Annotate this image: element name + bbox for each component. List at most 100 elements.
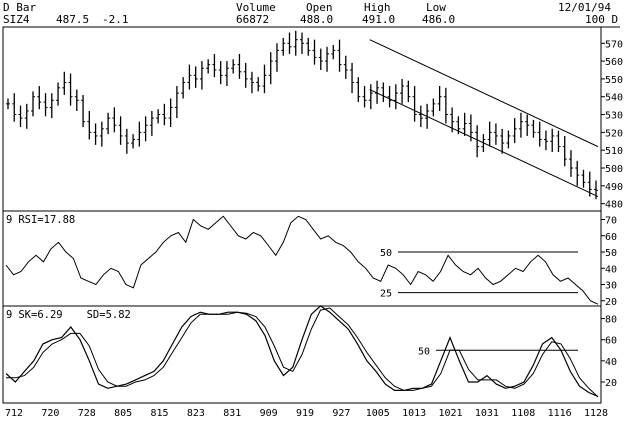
- price-bar: [550, 128, 555, 152]
- price-axis-tick-label: 500: [605, 164, 623, 175]
- stoch-ref-label: 50: [418, 346, 430, 357]
- date-tick-label: 1128: [584, 408, 608, 419]
- price-bar: [199, 61, 204, 90]
- price-bar: [56, 82, 61, 106]
- price-bar: [131, 134, 136, 149]
- sk-last: 6.29: [37, 309, 62, 321]
- price-bar: [381, 82, 386, 103]
- price-change: -2.1: [102, 13, 129, 26]
- price-bar: [137, 121, 142, 147]
- trend-channel: [369, 39, 599, 197]
- price-bar: [118, 116, 123, 145]
- price-bar: [387, 86, 392, 108]
- price-bar: [237, 53, 242, 79]
- price-axis-tick-label: 550: [605, 75, 623, 86]
- price-bar: [331, 45, 336, 60]
- price-bar: [124, 128, 129, 154]
- price-bar: [543, 130, 548, 151]
- price-bar: [268, 52, 273, 85]
- price-bar: [312, 39, 317, 65]
- price-bar: [568, 150, 573, 177]
- rsi-ref-label: 25: [380, 289, 392, 300]
- chart-kind: D Bar: [3, 1, 37, 14]
- sd-last: 5.82: [106, 309, 131, 321]
- price-bar: [62, 71, 67, 95]
- rsi-axis-tick-label: 60: [605, 232, 617, 243]
- stoch-axis-tick-label: 60: [605, 336, 617, 347]
- rsi-reference-lines: 50 25: [380, 248, 578, 300]
- stoch-y-axis: 80 60 40 20: [601, 315, 617, 389]
- price-bar: [487, 121, 492, 147]
- price-bar: [143, 116, 148, 142]
- price-bar: [168, 98, 173, 128]
- rsi-axis-tick-label: 40: [605, 264, 617, 275]
- price-bar: [218, 61, 223, 85]
- price-axis-tick-label: 510: [605, 146, 623, 157]
- date-tick-label: 1021: [438, 408, 462, 419]
- low-label: Low: [426, 1, 446, 14]
- price-bar: [249, 71, 254, 94]
- price-bar: [475, 125, 480, 158]
- price-bar: [512, 118, 517, 144]
- date-tick-label: 805: [114, 408, 132, 419]
- price-axis-tick-label: 570: [605, 39, 623, 50]
- price-bar: [37, 86, 42, 110]
- price-bar: [462, 112, 467, 136]
- sd-line: [6, 307, 599, 398]
- date-tick-label: 823: [187, 408, 205, 419]
- date-tick-label: 1005: [366, 408, 390, 419]
- price-bar: [31, 91, 36, 117]
- rsi-axis-tick-label: 30: [605, 281, 617, 292]
- price-bar: [362, 86, 367, 108]
- date-tick-label: 1013: [402, 408, 426, 419]
- price-bar: [281, 37, 286, 56]
- sk-line: [5, 305, 599, 398]
- channel-line-lower: [369, 89, 599, 197]
- price-bar: [531, 119, 536, 138]
- stoch-series: [5, 305, 599, 398]
- bar-count: 100 D: [585, 13, 619, 26]
- price-bar: [518, 112, 523, 138]
- price-bar: [287, 32, 292, 54]
- rsi-axis-tick-label: 50: [605, 248, 617, 259]
- price-bar: [206, 59, 211, 74]
- last-price: 487.5: [56, 13, 90, 26]
- date-tick-label: 909: [260, 408, 278, 419]
- price-bar: [393, 84, 398, 110]
- price-bar: [24, 103, 29, 129]
- price-bar: [231, 59, 236, 74]
- stoch-panel-frame: [2, 305, 602, 404]
- price-bar: [156, 109, 161, 124]
- price-bar: [193, 66, 198, 88]
- price-axis-tick-label: 480: [605, 200, 623, 211]
- price-bar: [81, 94, 86, 128]
- price-axis-tick-label: 540: [605, 93, 623, 104]
- price-bar: [12, 93, 17, 122]
- price-bar: [74, 89, 79, 111]
- price-bar: [49, 93, 54, 119]
- rsi-ref-label: 50: [380, 248, 392, 259]
- date-axis: 712 720 728 805 815 823 831 909 919 927 1005 1013 10…: [5, 408, 608, 419]
- price-bar: [443, 87, 448, 124]
- price-bar: [293, 30, 298, 56]
- stoch-axis-tick-label: 40: [605, 357, 617, 368]
- price-bar: [575, 160, 580, 186]
- date-tick-label: 815: [150, 408, 168, 419]
- price-bar: [431, 98, 436, 117]
- sk-name: SK: [18, 309, 31, 321]
- price-axis-tick-label: 520: [605, 128, 623, 139]
- rsi-line: [5, 215, 599, 305]
- price-bar: [368, 84, 373, 110]
- date-tick-label: 1031: [475, 408, 499, 419]
- price-bar: [149, 110, 154, 136]
- price-bar: [243, 62, 248, 88]
- date-tick-label: 927: [332, 408, 350, 419]
- price-bar: [99, 121, 104, 147]
- price-bar: [162, 103, 167, 126]
- low-value: 486.0: [422, 13, 456, 26]
- volume-value: 66872: [236, 13, 270, 26]
- stoch-title: 9 SK=6.29 SD=5.82: [6, 309, 131, 321]
- price-bar: [506, 130, 511, 149]
- price-bar: [87, 110, 92, 140]
